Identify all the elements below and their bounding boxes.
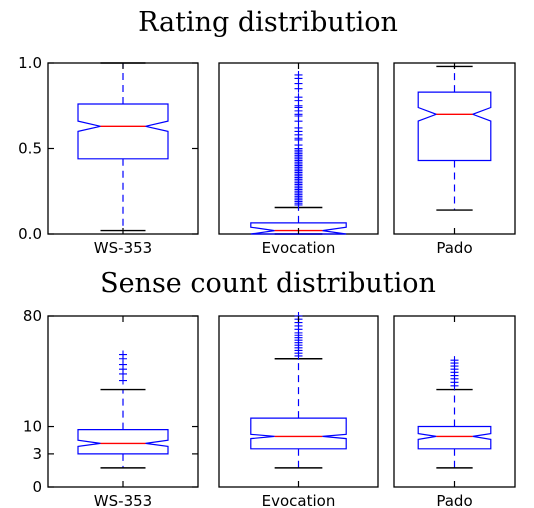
chart0-ytick-label-2: 1.0 [18, 54, 42, 72]
chart1-ws-353-flier-5 [119, 350, 127, 359]
chart1-pado-category-label: Pado [436, 492, 472, 508]
chart0-evocation-flier-47 [294, 93, 303, 102]
chart1-ytick-label-2: 10 [23, 418, 42, 436]
chart0-ytick-label-1: 0.5 [18, 140, 42, 158]
chart0-pado-box [417, 91, 492, 162]
chart1-ws-353-box [77, 429, 169, 455]
chart1-evocation-box [250, 417, 347, 450]
chart0-evocation-category-label: Evocation [262, 239, 336, 257]
chart0-pado-category-label: Pado [436, 239, 472, 257]
chart0-evocation-flier-51 [294, 70, 303, 79]
chart0-ws-353-category-label: WS-353 [94, 239, 152, 257]
chart1-pado-flier-8 [450, 356, 459, 365]
chart1-ytick-label-0: 0 [32, 478, 42, 496]
chart0-evocation-flier-39 [294, 123, 303, 132]
plots-layer: 0.0 0.5 1.0 WS-353 Evocation Pado 0 3 10 80 WS-353… [18, 54, 516, 508]
chart1-pado-box [417, 425, 492, 450]
chart1-evocation-category-label: Evocation [262, 492, 336, 508]
sense-count-title: Sense count distribution [100, 268, 436, 299]
rating-title: Rating distribution [138, 7, 398, 38]
chart1-ws-353-category-label: WS-353 [94, 492, 152, 508]
chart1-ytick-label-3: 80 [23, 307, 42, 325]
chart0-ytick-label-0: 0.0 [18, 225, 42, 243]
chart0-evocation-box [250, 222, 347, 235]
chart0-ws-353-box [77, 103, 169, 160]
chart1-ytick-label-1: 3 [32, 445, 42, 463]
